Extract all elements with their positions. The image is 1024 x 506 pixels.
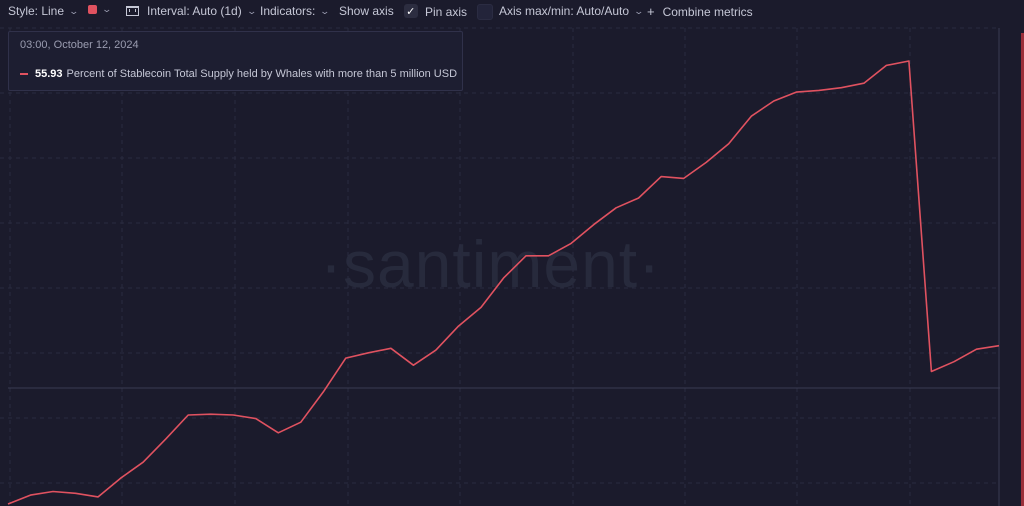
calendar-icon — [126, 6, 139, 16]
tooltip-date: 03:00, October 12, 2024 — [20, 39, 139, 51]
show-axis-checkbox[interactable]: ✓ — [403, 4, 418, 18]
plus-icon: + — [647, 4, 655, 19]
chevron-down-icon: ⌄ — [246, 5, 257, 16]
series-line[interactable] — [7, 60, 1000, 505]
pin-axis-checkbox[interactable] — [477, 4, 494, 20]
chart-tooltip: 03:00, October 12, 2024 55.93 Percent of… — [8, 31, 463, 91]
tooltip-value: 55.93 — [35, 68, 63, 80]
axis-range-dropdown[interactable]: Axis max/min: Auto/Auto ⌄ — [499, 4, 645, 18]
chevron-down-icon: ⌄ — [633, 5, 645, 16]
right-edge-scroll-indicator[interactable] — [1021, 33, 1024, 506]
color-picker[interactable]: ⌄ — [88, 4, 113, 15]
indicators-dropdown[interactable]: Indicators: ⌄ — [260, 4, 331, 18]
tooltip-metric-row: 55.93 Percent of Stablecoin Total Supply… — [20, 68, 457, 80]
show-axis-toggle[interactable]: Show axis ✓ — [339, 4, 418, 18]
style-label: Style: Line — [8, 4, 65, 18]
grid-lines — [0, 27, 1000, 506]
show-axis-label: Show axis — [339, 4, 394, 18]
pin-axis-label: Pin axis — [425, 5, 468, 19]
style-dropdown[interactable]: Style: Line ⌄ — [8, 4, 80, 18]
indicators-label: Indicators: — [260, 4, 316, 18]
interval-dropdown[interactable]: Interval: Auto (1d) ⌄ — [126, 4, 257, 18]
series-marker-icon — [20, 73, 28, 75]
chevron-down-icon: ⌄ — [319, 5, 331, 16]
chart-toolbar: Style: Line ⌄ ⌄ Interval: Auto (1d) ⌄ In… — [0, 0, 1024, 24]
chevron-down-icon: ⌄ — [101, 4, 113, 14]
axis-range-label: Axis max/min: Auto/Auto — [499, 4, 630, 18]
pin-axis-toggle[interactable]: Pin axis — [425, 4, 494, 20]
color-swatch — [88, 5, 97, 14]
chevron-down-icon: ⌄ — [68, 5, 80, 16]
tooltip-metric-name: Percent of Stablecoin Total Supply held … — [66, 68, 458, 80]
interval-label: Interval: Auto (1d) — [147, 4, 242, 18]
combine-metrics-button[interactable]: + Combine metrics — [647, 4, 753, 19]
combine-metrics-label: Combine metrics — [662, 4, 753, 19]
